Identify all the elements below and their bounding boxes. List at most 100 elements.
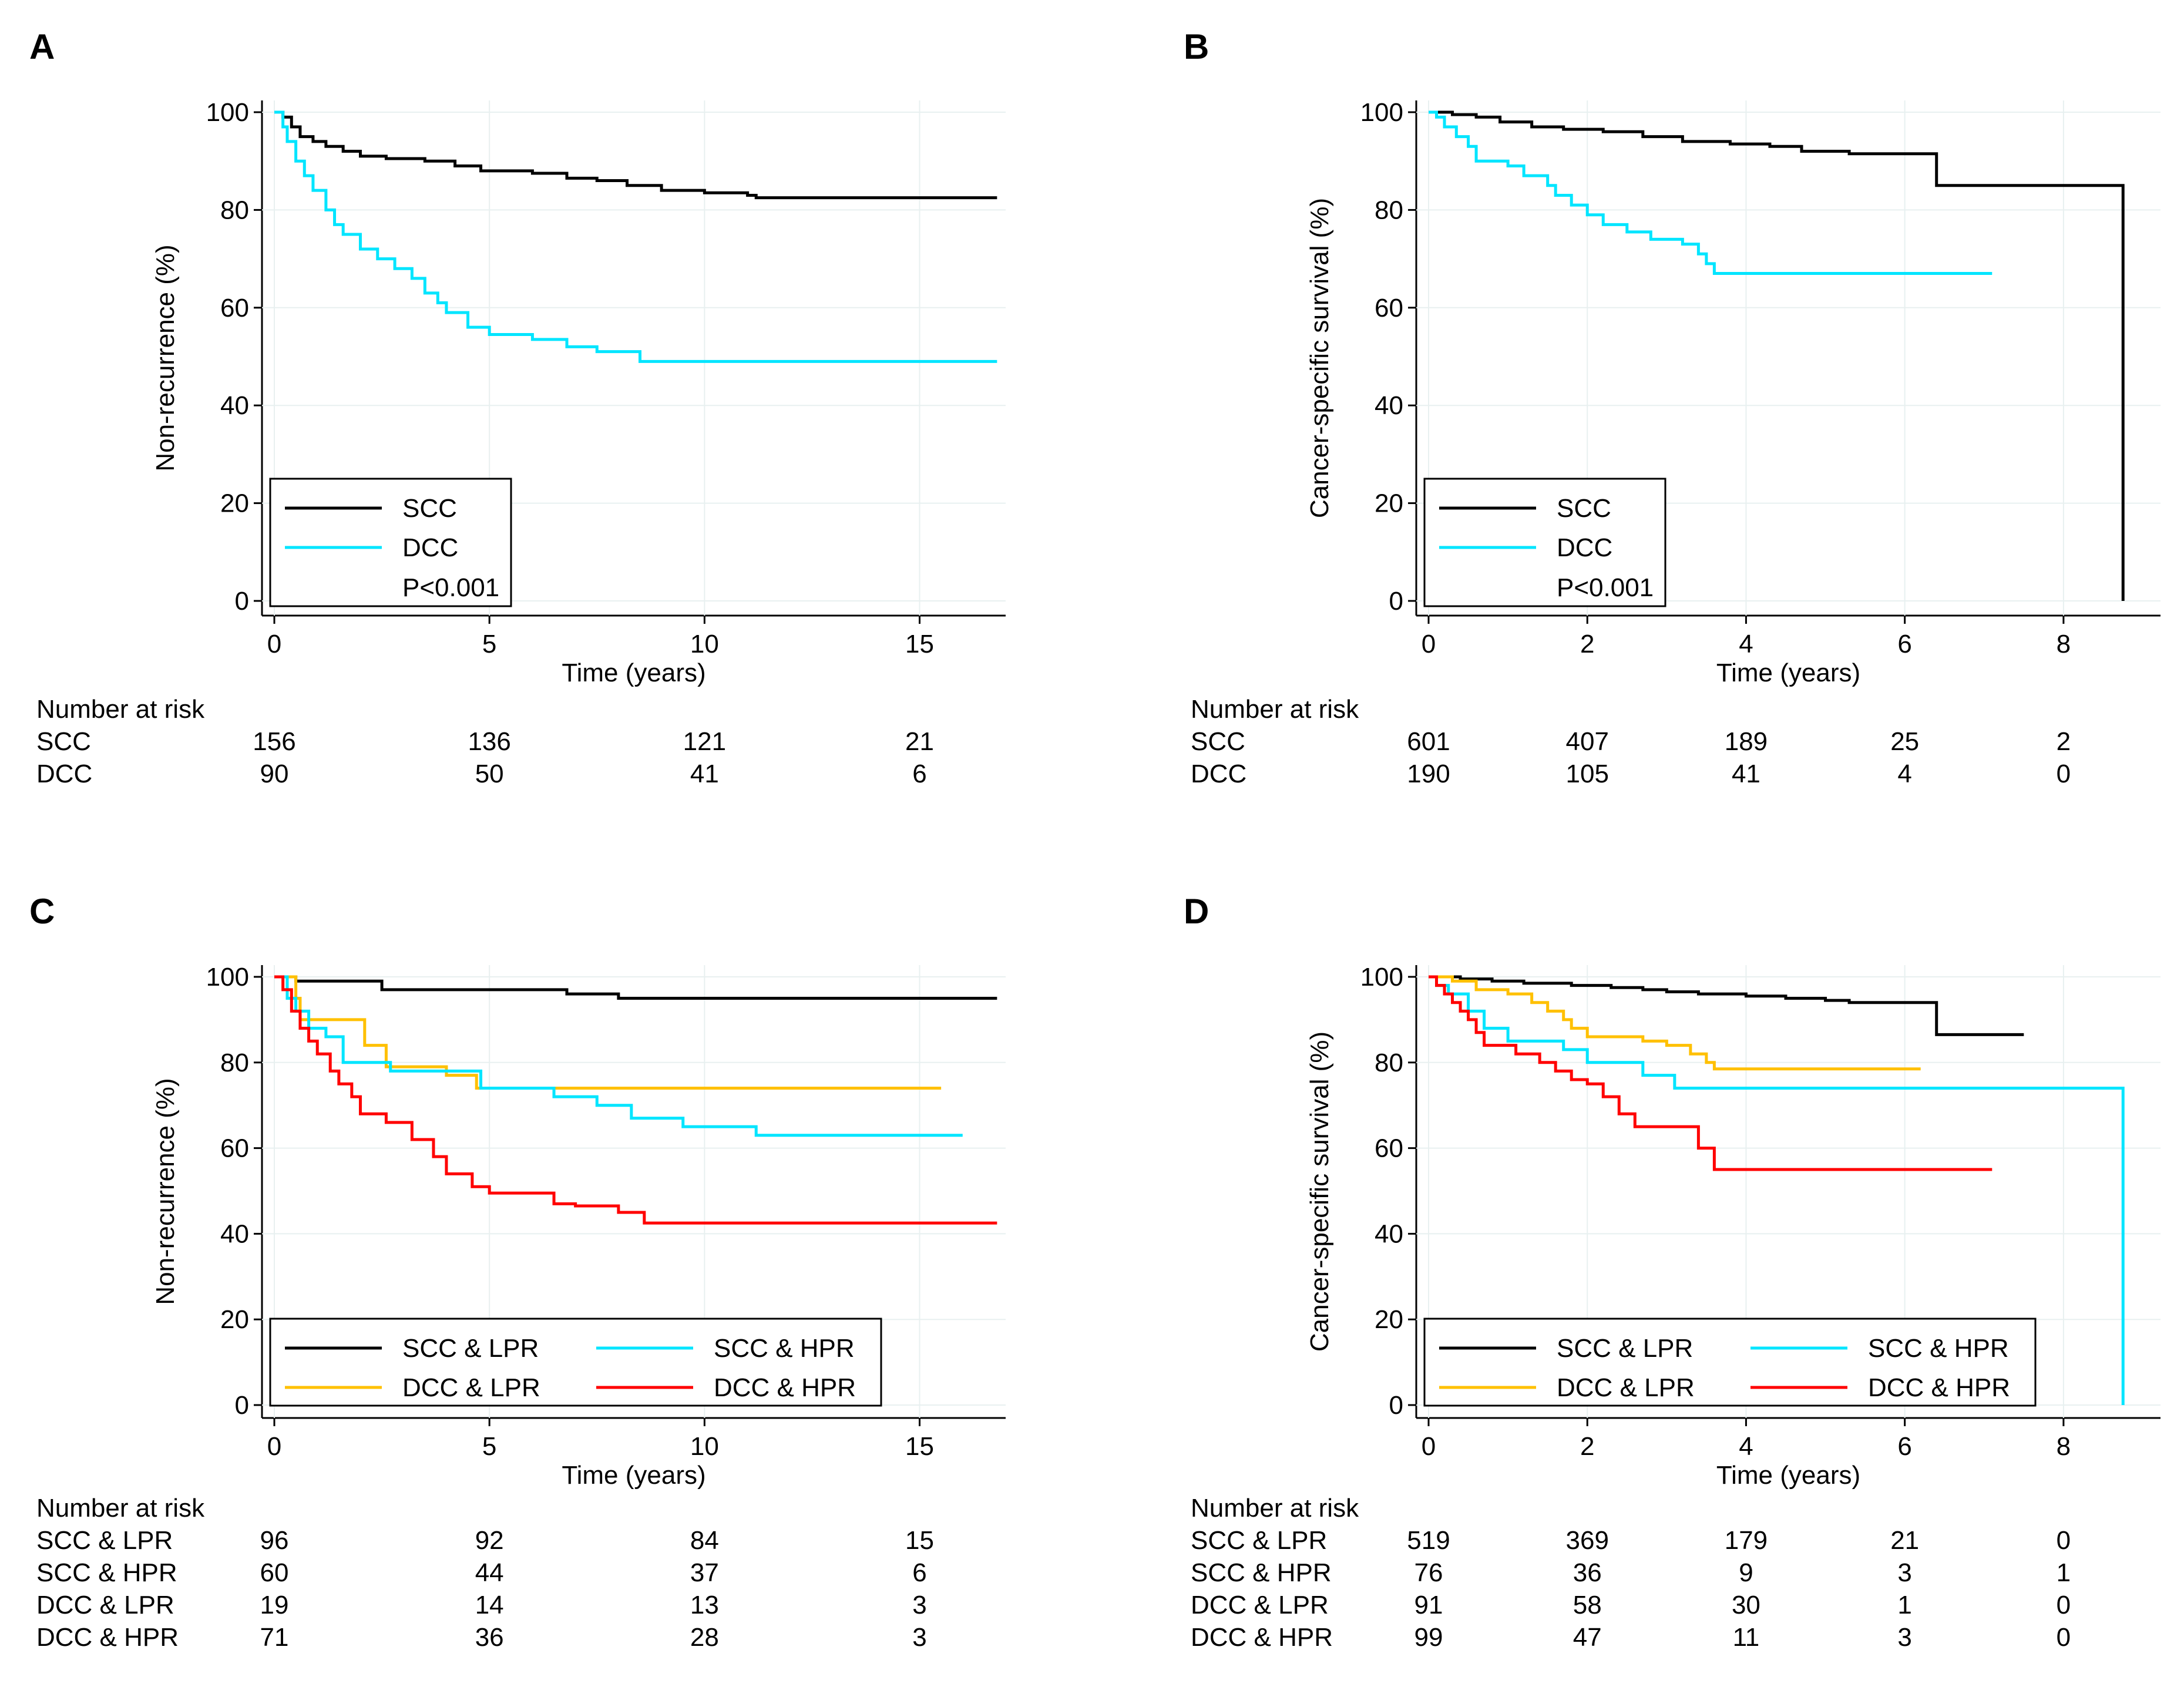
- x-tick-label: 0: [267, 630, 281, 658]
- risk-row-label: DCC & HPR: [1191, 1623, 1333, 1652]
- x-tick-label: 0: [1422, 1432, 1436, 1461]
- risk-value: 19: [260, 1591, 289, 1619]
- y-tick-label: 60: [220, 1134, 249, 1163]
- risk-value: 601: [1407, 727, 1450, 756]
- risk-value: 0: [2057, 760, 2071, 788]
- risk-table-header: Number at risk: [1191, 695, 1359, 724]
- y-tick-label: 0: [235, 587, 249, 616]
- legend-label: SCC & LPR: [402, 1334, 539, 1363]
- y-axis-label: Non-recurrence (%): [151, 244, 180, 471]
- risk-value: 2: [2057, 727, 2071, 756]
- panel-c: C 0 20 40 60 80 100 0 5 10 15 Time (years) Non-recur…: [29, 892, 1006, 1652]
- risk-value: 121: [683, 727, 726, 756]
- risk-value: 30: [1732, 1591, 1760, 1619]
- y-tick-label: 0: [1389, 1391, 1403, 1420]
- x-tick-label: 10: [690, 1432, 719, 1461]
- y-tick-label: 100: [206, 98, 249, 127]
- risk-row-label: DCC & HPR: [36, 1623, 179, 1652]
- y-tick-label: 0: [1389, 587, 1403, 616]
- risk-value: 9: [1739, 1558, 1753, 1587]
- legend-box: [1423, 1318, 2037, 1407]
- y-tick-label: 40: [220, 1219, 249, 1248]
- risk-value: 36: [1573, 1558, 1602, 1587]
- x-tick-label: 4: [1739, 1432, 1753, 1461]
- legend-label: DCC: [1557, 533, 1612, 562]
- risk-value: 179: [1725, 1526, 1768, 1555]
- risk-value: 1: [1897, 1591, 1911, 1619]
- risk-table-header: Number at risk: [1191, 1494, 1359, 1523]
- y-axis-label: Cancer-specific survival (%): [1305, 1031, 1334, 1352]
- x-tick-label: 5: [482, 630, 496, 658]
- x-tick-label: 6: [1897, 1432, 1911, 1461]
- risk-value: 21: [1890, 1526, 1919, 1555]
- risk-value: 369: [1566, 1526, 1609, 1555]
- legend-label: SCC: [1557, 494, 1611, 523]
- legend: SCC DCC P<0.001: [269, 478, 512, 607]
- legend-label: DCC & LPR: [1557, 1373, 1695, 1402]
- risk-value: 156: [253, 727, 295, 756]
- risk-row-label: SCC: [1191, 727, 1245, 756]
- y-tick-label: 40: [220, 391, 249, 420]
- x-axis-label: Time (years): [562, 658, 705, 687]
- x-axis-label: Time (years): [562, 1461, 705, 1490]
- risk-value: 3: [1897, 1623, 1911, 1652]
- risk-row-label: SCC & LPR: [36, 1526, 173, 1555]
- legend-label: SCC & HPR: [714, 1334, 855, 1363]
- x-tick-label: 5: [482, 1432, 496, 1461]
- series-line-scc-hpr: [274, 975, 963, 1137]
- x-tick-label: 2: [1580, 630, 1594, 658]
- series-line-scc: [274, 110, 997, 200]
- panel-a: A 0 20 40 60 80 100 0 5 10 15 Time (years) Non-recur…: [29, 27, 1006, 788]
- risk-table-header: Number at risk: [36, 695, 205, 724]
- x-axis-label: Time (years): [1716, 658, 1860, 687]
- y-tick-label: 0: [235, 1391, 249, 1420]
- risk-value: 1: [2057, 1558, 2071, 1587]
- risk-value: 519: [1407, 1526, 1450, 1555]
- y-tick-label: 80: [1375, 1049, 1403, 1077]
- y-tick-label: 100: [1360, 963, 1403, 992]
- risk-row-label: DCC: [36, 760, 92, 788]
- y-tick-label: 20: [1375, 489, 1403, 518]
- legend-label: SCC & HPR: [1868, 1334, 2009, 1363]
- x-tick-label: 4: [1739, 630, 1753, 658]
- risk-value: 41: [1732, 760, 1760, 788]
- series-line-scc: [1429, 110, 2125, 601]
- p-value-note: P<0.001: [1557, 573, 1654, 602]
- legend: SCC DCC P<0.001: [1423, 478, 1666, 607]
- risk-row-label: SCC & HPR: [36, 1558, 177, 1587]
- risk-value: 11: [1733, 1623, 1760, 1652]
- risk-value: 407: [1566, 727, 1609, 756]
- series-line-dcc-lpr: [1429, 975, 1921, 1071]
- risk-row-label: SCC & HPR: [1191, 1558, 1332, 1587]
- risk-value: 3: [1897, 1558, 1911, 1587]
- risk-table: Number at risk SCC 601 407 189 25 2 DCC 190 105 41…: [1191, 695, 2071, 788]
- risk-row-label: SCC & LPR: [1191, 1526, 1327, 1555]
- risk-value: 36: [475, 1623, 504, 1652]
- y-tick-label: 20: [220, 1305, 249, 1334]
- risk-value: 21: [905, 727, 934, 756]
- risk-value: 37: [690, 1558, 719, 1587]
- risk-value: 91: [1414, 1591, 1443, 1619]
- risk-value: 50: [475, 760, 504, 788]
- legend: SCC & LPR SCC & HPR DCC & LPR DCC & HPR: [269, 1318, 882, 1407]
- risk-row-label: DCC & LPR: [36, 1591, 174, 1619]
- y-tick-label: 60: [1375, 294, 1403, 322]
- y-tick-label: 20: [220, 489, 249, 518]
- risk-value: 14: [475, 1591, 504, 1619]
- legend-box: [1423, 478, 1666, 607]
- y-tick-label: 60: [1375, 1134, 1403, 1163]
- risk-value: 190: [1407, 760, 1450, 788]
- series-line-scc-lpr: [274, 975, 997, 1000]
- series-line-scc-lpr: [1429, 975, 2024, 1036]
- risk-value: 189: [1725, 727, 1768, 756]
- risk-value: 84: [690, 1526, 719, 1555]
- risk-table: Number at risk SCC 156 136 121 21 DCC 90 50 41 6: [36, 695, 934, 788]
- risk-value: 6: [912, 760, 926, 788]
- y-axis-label: Cancer-specific survival (%): [1305, 198, 1334, 518]
- legend-label: SCC & LPR: [1557, 1334, 1693, 1363]
- legend: SCC & LPR SCC & HPR DCC & LPR DCC & HPR: [1423, 1318, 2037, 1407]
- series-line-dcc-hpr: [1429, 975, 1993, 1171]
- legend-label: DCC: [402, 533, 458, 562]
- risk-value: 136: [468, 727, 510, 756]
- x-tick-label: 0: [267, 1432, 281, 1461]
